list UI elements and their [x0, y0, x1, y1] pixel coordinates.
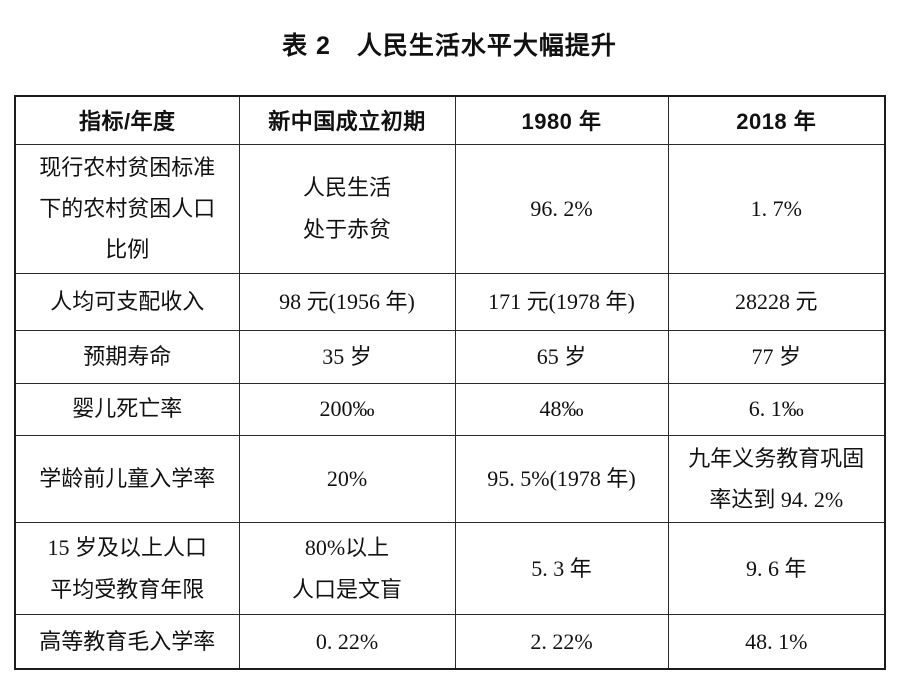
table-title: 表 2 人民生活水平大幅提升: [282, 32, 617, 60]
indicator-cell: 学龄前儿童入学率: [14, 434, 240, 524]
value-cell: 0. 22%: [238, 614, 456, 670]
living-standards-table: 指标/年度 新中国成立初期 1980 年 2018 年 现行农村贫困标准 下的农…: [14, 95, 886, 670]
value-cell: 80%以上 人口是文盲: [238, 522, 456, 616]
value-cell: 6. 1‰: [667, 382, 886, 436]
value-cell: 65 岁: [454, 329, 669, 384]
indicator-cell: 高等教育毛入学率: [14, 614, 240, 670]
row-life-expectancy: 预期寿命 35 岁 65 岁 77 岁: [14, 329, 886, 384]
value-cell: 2. 22%: [454, 614, 669, 670]
value-cell: 98 元(1956 年): [238, 272, 456, 331]
row-avg-years-education: 15 岁及以上人口 平均受教育年限 80%以上 人口是文盲 5. 3 年 9. …: [14, 522, 886, 616]
indicator-cell: 15 岁及以上人口 平均受教育年限: [14, 522, 240, 616]
value-cell: 九年义务教育巩固 率达到 94. 2%: [667, 434, 886, 524]
value-cell: 28228 元: [667, 272, 886, 331]
value-cell: 77 岁: [667, 329, 886, 384]
value-cell: 人民生活 处于赤贫: [238, 143, 456, 274]
value-cell: 1. 7%: [667, 143, 886, 274]
row-higher-education-enrollment: 高等教育毛入学率 0. 22% 2. 22% 48. 1%: [14, 614, 886, 670]
value-cell: 171 元(1978 年): [454, 272, 669, 331]
col-header-early-prc: 新中国成立初期: [238, 95, 456, 145]
value-cell: 95. 5%(1978 年): [454, 434, 669, 524]
value-cell: 96. 2%: [454, 143, 669, 274]
value-cell: 35 岁: [238, 329, 456, 384]
col-header-2018: 2018 年: [667, 95, 886, 145]
row-disposable-income: 人均可支配收入 98 元(1956 年) 171 元(1978 年) 28228…: [14, 272, 886, 331]
indicator-cell: 现行农村贫困标准 下的农村贫困人口 比例: [14, 143, 240, 274]
value-cell: 9. 6 年: [667, 522, 886, 616]
indicator-cell: 婴儿死亡率: [14, 382, 240, 436]
value-cell: 48‰: [454, 382, 669, 436]
col-header-1980: 1980 年: [454, 95, 669, 145]
row-preschool-enrollment: 学龄前儿童入学率 20% 95. 5%(1978 年) 九年义务教育巩固 率达到…: [14, 434, 886, 524]
indicator-cell: 预期寿命: [14, 329, 240, 384]
row-infant-mortality: 婴儿死亡率 200‰ 48‰ 6. 1‰: [14, 382, 886, 436]
header-row: 指标/年度 新中国成立初期 1980 年 2018 年: [14, 95, 886, 145]
row-rural-poverty-ratio: 现行农村贫困标准 下的农村贫困人口 比例 人民生活 处于赤贫 96. 2% 1.…: [14, 143, 886, 274]
indicator-cell: 人均可支配收入: [14, 272, 240, 331]
value-cell: 48. 1%: [667, 614, 886, 670]
value-cell: 5. 3 年: [454, 522, 669, 616]
col-header-indicator: 指标/年度: [14, 95, 240, 145]
value-cell: 200‰: [238, 382, 456, 436]
value-cell: 20%: [238, 434, 456, 524]
